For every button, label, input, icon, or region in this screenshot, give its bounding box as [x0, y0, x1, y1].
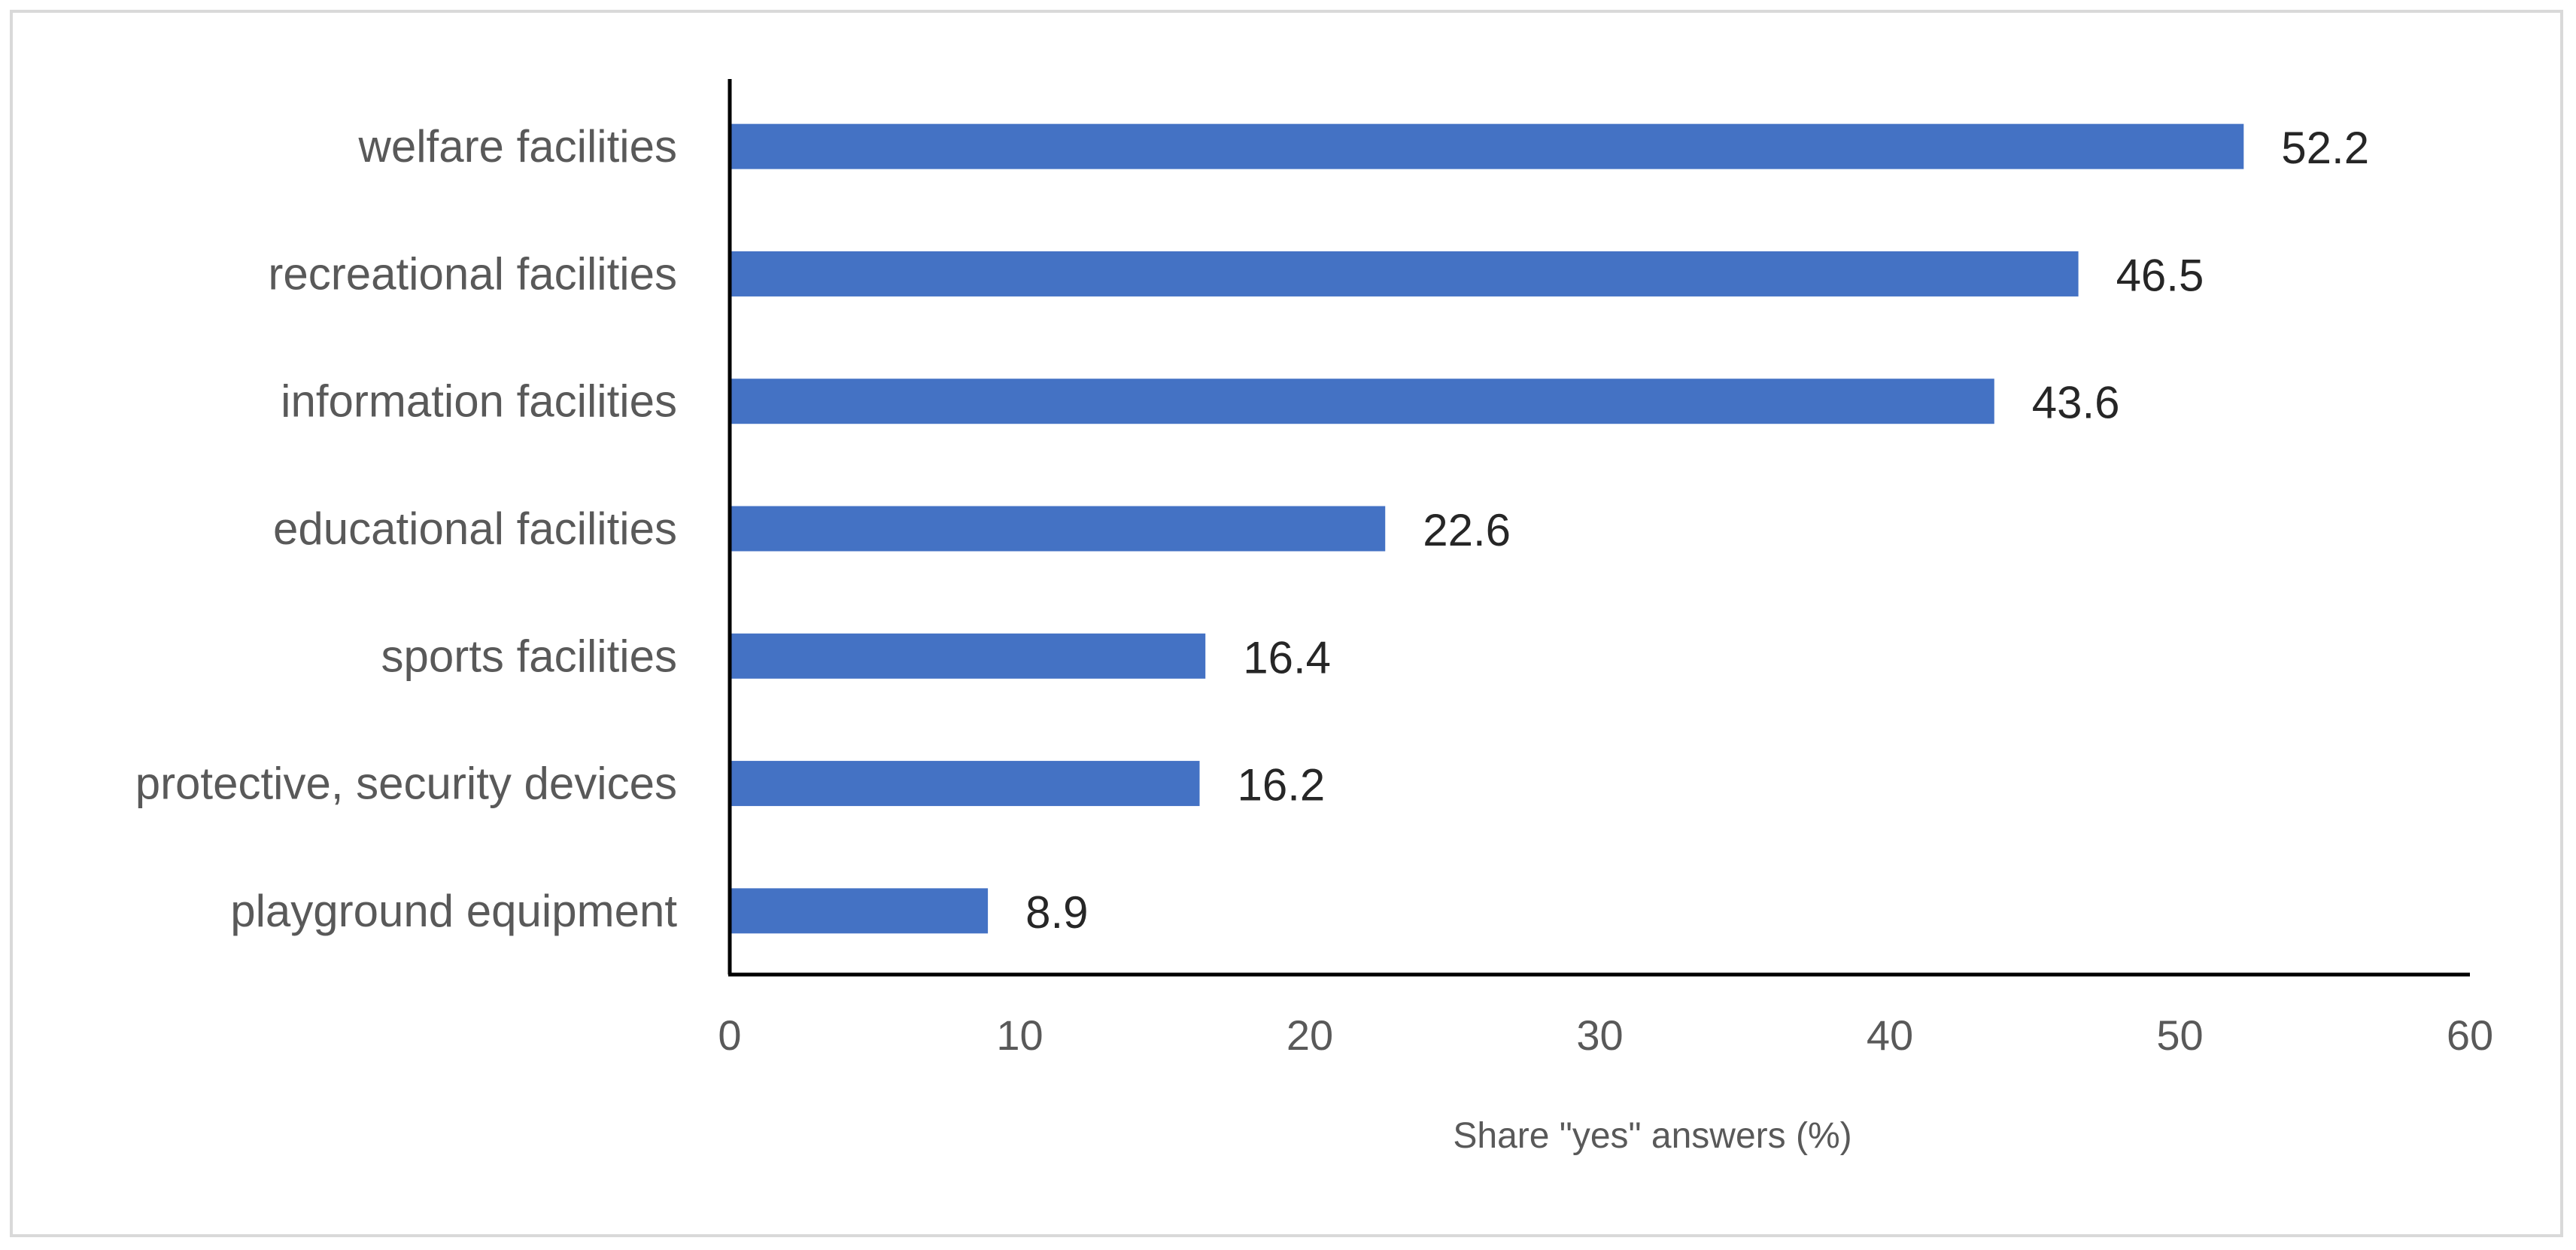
data-label: 43.6 [2032, 378, 2120, 428]
labels-layer: welfare facilities 52.2 recreational facil… [135, 121, 2493, 1059]
x-tick-label: 40 [1867, 1011, 1913, 1059]
x-tick-label: 20 [1286, 1011, 1333, 1059]
data-label: 16.2 [1238, 760, 1326, 811]
bar [730, 888, 989, 934]
data-label: 52.2 [2281, 123, 2369, 173]
x-axis-title: Share "yes" answers (%) [1453, 1116, 1852, 1156]
bar [730, 379, 1994, 424]
category-label: educational facilities [273, 503, 677, 554]
category-label: playground equipment [230, 886, 677, 936]
data-label: 8.9 [1025, 887, 1088, 938]
bars-layer [730, 123, 2244, 934]
category-label: recreational facilities [268, 248, 677, 299]
data-label: 22.6 [1423, 505, 1511, 555]
category-label: information facilities [281, 376, 677, 427]
bar [730, 123, 2244, 169]
x-tick-label: 30 [1576, 1011, 1623, 1059]
x-tick-label: 10 [996, 1011, 1043, 1059]
chart-frame [10, 10, 2563, 1237]
x-tick-label: 50 [2156, 1011, 2203, 1059]
category-label: sports facilities [381, 631, 677, 681]
bar [730, 761, 1200, 807]
axes-layer [728, 79, 2470, 977]
x-tick-label: 60 [2447, 1011, 2493, 1059]
x-tick-label: 0 [718, 1011, 741, 1059]
bar [730, 506, 1386, 552]
data-label: 46.5 [2116, 250, 2204, 300]
category-label: welfare facilities [358, 121, 678, 172]
data-label: 16.4 [1243, 632, 1331, 683]
category-label: protective, security devices [135, 759, 677, 809]
bar [730, 633, 1206, 679]
bar [730, 251, 2079, 297]
